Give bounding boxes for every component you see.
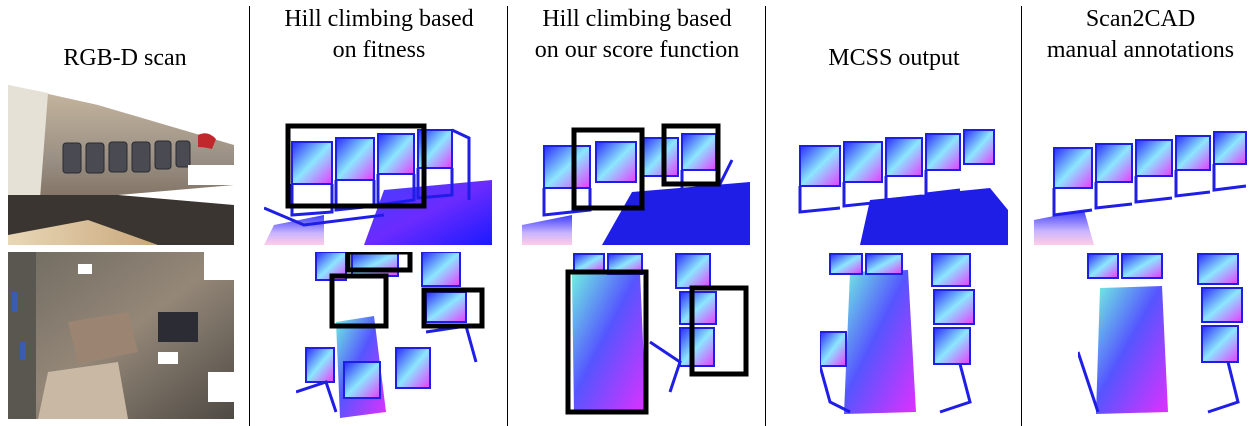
hill-climbing-fitness-chairs [264,120,492,245]
column-title-rgbd-scan: RGB-D scan [63,45,187,71]
highlight-box [329,273,389,329]
mcss-output-chairs [780,120,1008,245]
rgbd-scan-image-chairs [8,85,234,245]
hill-climbing-fitness-tables [296,252,494,419]
column-title-hill-climbing-fitness: Hill climbing based on fitness [284,6,474,63]
column-title-hill-climbing-score: Hill climbing based on our score functio… [534,6,740,63]
highlight-box [421,287,485,329]
scan2cad-annotations-chairs [1034,120,1259,245]
highlight-box [689,285,749,377]
column-divider [507,6,508,426]
mcss-output-tables [820,252,1006,419]
highlight-box [345,252,413,273]
hill-climbing-score-tables [560,252,752,419]
column-divider [249,6,250,426]
highlight-box [565,269,649,415]
column-title-scan2cad: Scan2CAD manual annotations [1046,6,1235,63]
highlight-box [571,127,645,211]
column-divider [1021,6,1022,426]
column-divider [765,6,766,426]
hill-climbing-score-chairs [522,120,750,245]
highlight-box [661,123,721,187]
highlight-box [285,123,427,209]
rgbd-scan-image-tables [8,252,234,419]
scan2cad-annotations-tables [1078,252,1259,419]
column-title-mcss-output: MCSS output [828,45,960,71]
